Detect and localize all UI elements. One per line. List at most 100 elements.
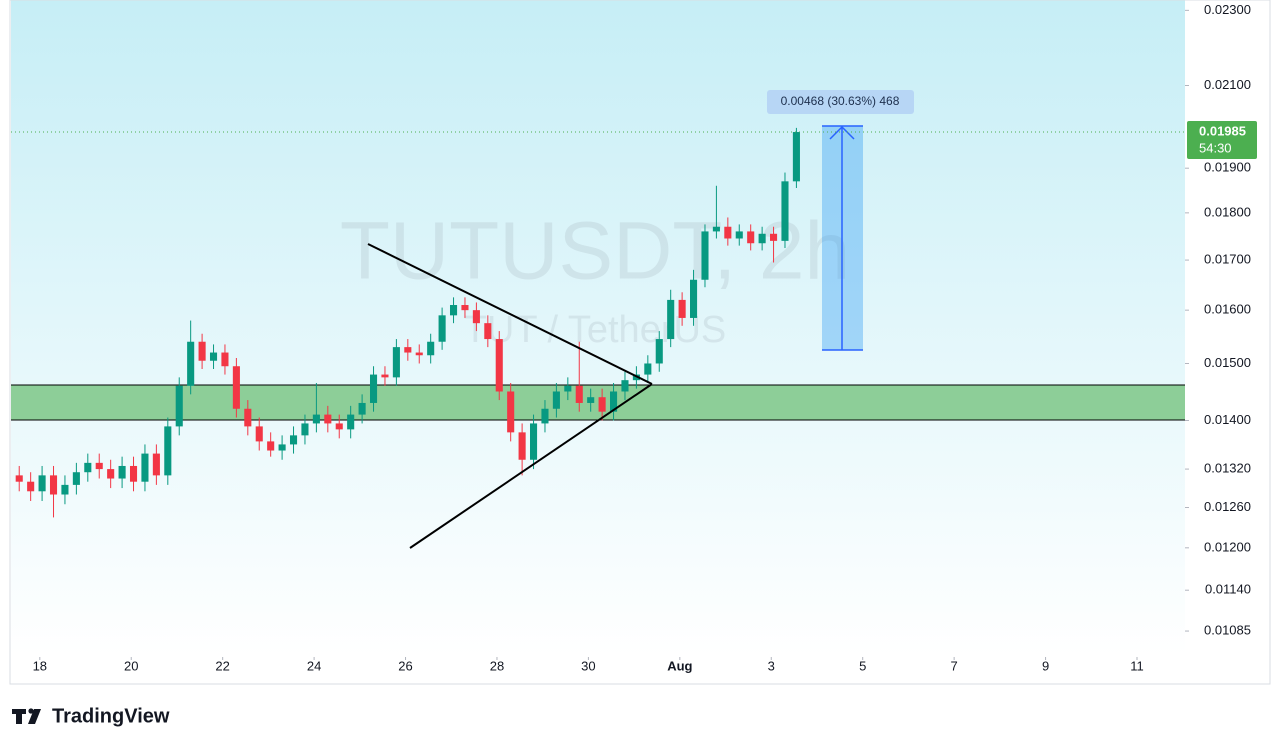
candle-body — [541, 408, 549, 424]
candle-body — [712, 226, 720, 232]
y-tick-label: 0.01900 — [1204, 160, 1251, 175]
x-tick-label: 22 — [215, 658, 229, 673]
candle-body — [61, 484, 69, 495]
candle-body — [232, 366, 240, 409]
candle-body — [72, 472, 80, 485]
candle-body — [152, 453, 160, 476]
candle-body — [667, 299, 675, 340]
x-tick-label: 24 — [307, 658, 321, 673]
candle-body — [587, 397, 595, 403]
candle-body — [770, 233, 778, 241]
candle-body — [49, 475, 58, 495]
y-tick-label: 0.01700 — [1204, 252, 1251, 267]
candle-body — [324, 414, 332, 424]
candle-body — [221, 352, 229, 367]
candle-body — [598, 397, 606, 412]
x-tick-label: Aug — [667, 658, 692, 673]
plot-background — [11, 0, 1185, 655]
candle-body — [392, 347, 400, 378]
triangle-lower-line — [409, 383, 653, 549]
support-zone — [11, 385, 1185, 420]
x-tick-label: 9 — [1042, 658, 1049, 673]
candle-body — [84, 462, 92, 473]
candle-body — [187, 341, 195, 386]
x-tick-label: 5 — [859, 658, 866, 673]
candle-body — [369, 374, 378, 403]
y-tick-label: 0.01800 — [1204, 204, 1251, 219]
candle-body — [449, 305, 458, 316]
x-tick-label: 7 — [951, 658, 958, 673]
candle-body — [175, 385, 183, 427]
candle-body — [461, 305, 469, 311]
x-tick-label: 3 — [768, 658, 775, 673]
candle-body — [15, 475, 23, 482]
y-tick-label: 0.02300 — [1204, 2, 1251, 17]
candle-body — [564, 385, 572, 392]
candle-body — [552, 391, 560, 409]
y-tick-label: 0.01600 — [1204, 302, 1251, 317]
candle-body — [678, 299, 686, 318]
candle-body — [735, 231, 743, 239]
last-price-label: 0.01985 — [1199, 123, 1246, 138]
candle-body — [164, 426, 172, 476]
candle-body — [655, 339, 663, 364]
measure-label-box — [767, 90, 914, 114]
candle-body — [415, 352, 423, 356]
candle-body — [255, 426, 263, 442]
y-tick-label: 0.01320 — [1204, 461, 1251, 476]
candle-body — [244, 408, 252, 427]
candle-body — [129, 465, 138, 482]
candle-body — [701, 231, 709, 280]
candle-body — [575, 385, 583, 403]
candle-body — [484, 323, 492, 340]
y-tick-label: 0.01140 — [1205, 582, 1251, 597]
candle-body — [107, 469, 115, 479]
candle-body — [758, 233, 766, 244]
x-tick-label: 30 — [581, 658, 595, 673]
y-tick-label: 0.02100 — [1204, 77, 1251, 92]
candle-body — [529, 423, 538, 460]
candle-body — [27, 481, 35, 492]
candle-body — [381, 374, 389, 378]
brand-name: TradingView — [52, 705, 170, 727]
candle-body — [118, 465, 126, 479]
logo-v — [28, 709, 41, 724]
frame — [9, 0, 1271, 685]
x-tick-label: 11 — [1130, 658, 1144, 673]
brand-logo: TradingView — [12, 705, 170, 727]
logo-t — [12, 709, 26, 724]
y-tick-label: 0.01260 — [1204, 499, 1251, 514]
candle-body — [472, 310, 480, 324]
candle-body — [404, 347, 412, 353]
x-tick-label: 28 — [490, 658, 504, 673]
candle-body — [95, 462, 103, 470]
candle-body — [267, 441, 275, 451]
y-tick-label: 0.01200 — [1204, 539, 1251, 554]
y-tick-label: 0.01400 — [1204, 412, 1251, 427]
candle-body — [427, 341, 435, 356]
measure-arrow-head — [829, 125, 855, 140]
candle-body — [792, 132, 800, 182]
candle-body — [621, 380, 629, 392]
y-tick-label: 0.01500 — [1204, 355, 1251, 370]
candles — [15, 127, 800, 518]
candle-body — [358, 402, 366, 415]
candle-body — [141, 453, 149, 482]
candle-body — [610, 391, 618, 412]
candle-body — [507, 391, 515, 433]
candle-body — [518, 432, 526, 460]
measure-label: 0.00468 (30.63%) 468 — [781, 94, 900, 108]
x-tick-label: 20 — [124, 658, 138, 673]
y-tick-label: 0.01085 — [1204, 622, 1251, 637]
description-watermark: TUT / TetherUS — [464, 309, 727, 351]
logo-dot — [28, 708, 34, 714]
candle-body — [724, 226, 732, 239]
candle-body — [335, 423, 343, 430]
x-tick-label: 18 — [33, 658, 47, 673]
candle-body — [747, 231, 755, 244]
candle-body — [690, 279, 698, 318]
candle-body — [347, 414, 355, 430]
candle-body — [312, 414, 320, 424]
